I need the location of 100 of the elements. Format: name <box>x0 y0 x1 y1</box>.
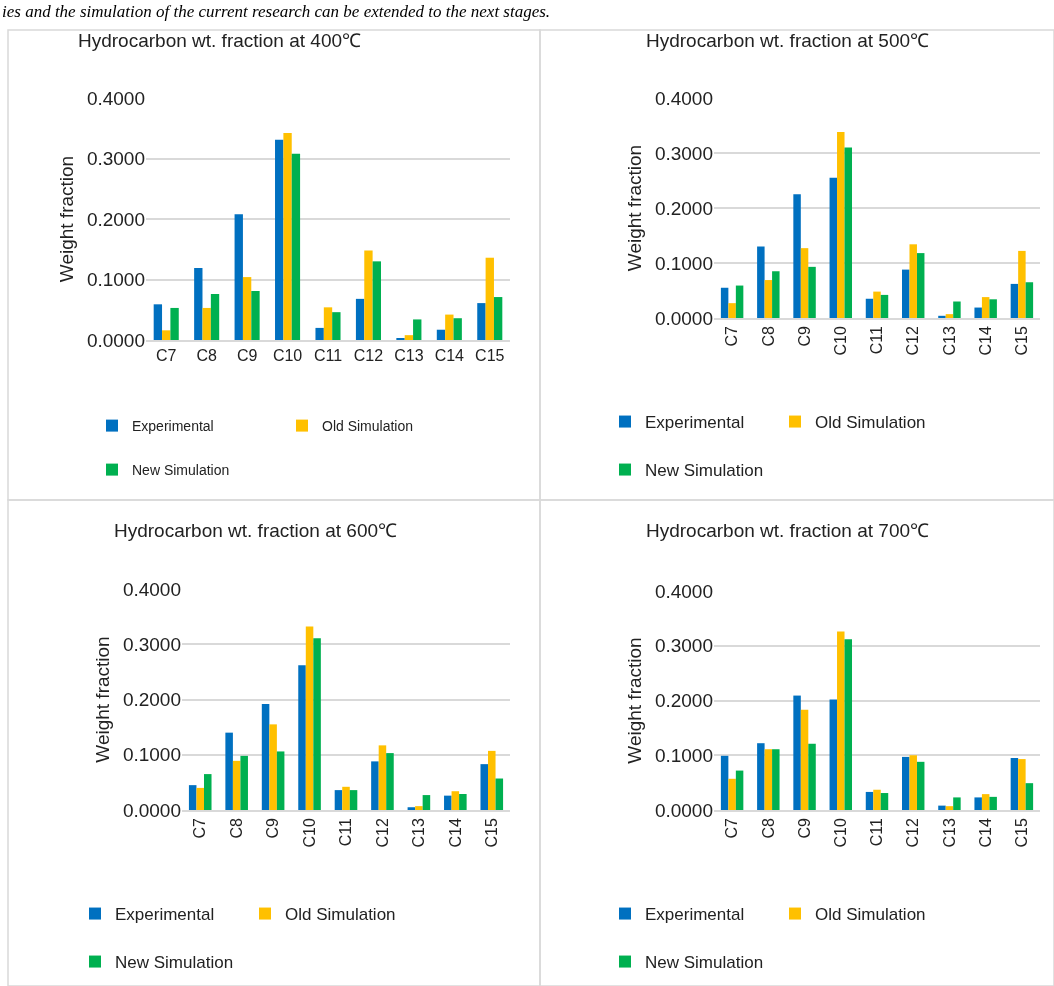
y-tick-label: 0.0000 <box>654 307 713 329</box>
bar <box>901 756 910 810</box>
x-tick-label: C7 <box>155 346 177 364</box>
bar <box>728 778 736 810</box>
bar <box>901 269 910 318</box>
bar <box>974 797 982 810</box>
x-tick-label: C10 <box>300 818 318 848</box>
bar <box>981 297 990 318</box>
bar <box>865 791 874 810</box>
x-tick-label: C10 <box>831 326 849 356</box>
bar <box>764 280 773 318</box>
bar <box>210 294 220 340</box>
bar <box>480 764 489 810</box>
y-tick-label: 0.0000 <box>86 329 145 351</box>
bar <box>342 786 350 810</box>
y-tick-label: 0.1000 <box>86 269 145 291</box>
bar <box>974 307 982 318</box>
bar <box>323 307 333 340</box>
x-tick-label: C9 <box>236 346 258 364</box>
x-tick-label: C14 <box>976 326 994 356</box>
y-tick-label: 0.0000 <box>654 799 713 821</box>
x-tick-label: C13 <box>940 818 958 848</box>
x-tick-label: C11 <box>313 346 343 364</box>
bar <box>829 699 838 810</box>
legend-label: Experimental <box>115 905 215 925</box>
bar <box>493 297 503 340</box>
bar <box>477 303 486 340</box>
chart-title: Hydrocarbon wt. fraction at 400℃ <box>78 30 362 51</box>
x-tick-label: C12 <box>373 818 391 848</box>
bar <box>909 755 917 810</box>
bar <box>945 314 954 318</box>
bar <box>371 761 379 810</box>
bar <box>422 795 431 810</box>
bar <box>261 703 270 810</box>
bar <box>772 749 780 810</box>
x-tick-label: C8 <box>759 326 777 347</box>
bar <box>436 329 446 340</box>
x-tick-label: C15 <box>1013 818 1031 848</box>
bar <box>298 665 306 810</box>
bar <box>880 294 889 318</box>
bar <box>242 277 252 340</box>
bar <box>334 790 343 810</box>
bar <box>355 298 365 340</box>
bar <box>800 248 809 318</box>
bar <box>251 291 260 340</box>
chart-title: Hydrocarbon wt. fraction at 600℃ <box>114 520 398 541</box>
bar <box>413 319 422 340</box>
bar <box>305 626 314 810</box>
bar <box>735 285 744 318</box>
x-tick-label: C11 <box>868 818 886 847</box>
x-tick-label: C11 <box>868 326 886 355</box>
x-tick-label: C7 <box>723 818 741 839</box>
legend-label: Old Simulation <box>815 413 926 433</box>
text: ies and the simulation of the current research can be extended to the next stages. <box>2 2 551 21</box>
bar <box>378 745 387 810</box>
bar <box>764 749 773 810</box>
legend-label: New Simulation <box>645 461 764 481</box>
bar <box>808 743 816 810</box>
bar <box>269 724 277 810</box>
bar <box>453 318 462 340</box>
y-tick-label: 0.2000 <box>654 197 713 219</box>
bar <box>989 299 997 318</box>
y-tick-label: 0.3000 <box>122 633 181 655</box>
bar <box>1010 757 1019 810</box>
bar <box>865 298 874 318</box>
bar <box>757 743 765 810</box>
bar <box>203 774 212 810</box>
x-tick-label: C14 <box>976 818 994 848</box>
y-tick-label: 0.2000 <box>122 689 181 711</box>
bar <box>232 760 241 810</box>
bar <box>793 695 801 810</box>
bar <box>196 787 204 810</box>
bar <box>291 153 301 340</box>
bar <box>488 750 496 810</box>
legend-label: Experimental <box>645 413 745 433</box>
x-tick-label: C10 <box>272 346 303 364</box>
bar <box>735 770 744 810</box>
bar <box>1025 783 1034 810</box>
bar <box>275 139 284 340</box>
bar <box>772 271 780 318</box>
x-tick-label: C7 <box>723 326 741 347</box>
x-tick-label: C15 <box>1013 326 1031 356</box>
bar <box>909 244 917 318</box>
chart-title: Hydrocarbon wt. fraction at 500℃ <box>646 30 930 51</box>
bar <box>873 291 881 318</box>
bar <box>981 794 990 810</box>
x-tick-label: C13 <box>394 346 424 364</box>
x-tick-label: C8 <box>196 346 217 364</box>
bar <box>945 806 954 810</box>
y-tick-label: 0.3000 <box>654 635 713 657</box>
x-tick-label: C15 <box>482 818 500 848</box>
x-tick-label: C9 <box>264 818 282 839</box>
bar <box>837 132 845 318</box>
bar <box>202 307 211 340</box>
bar <box>315 327 324 340</box>
bar <box>880 793 889 810</box>
x-tick-label: C13 <box>410 818 428 848</box>
y-tick-label: 0.4000 <box>86 87 145 109</box>
bar <box>407 807 416 810</box>
bar <box>873 789 881 810</box>
